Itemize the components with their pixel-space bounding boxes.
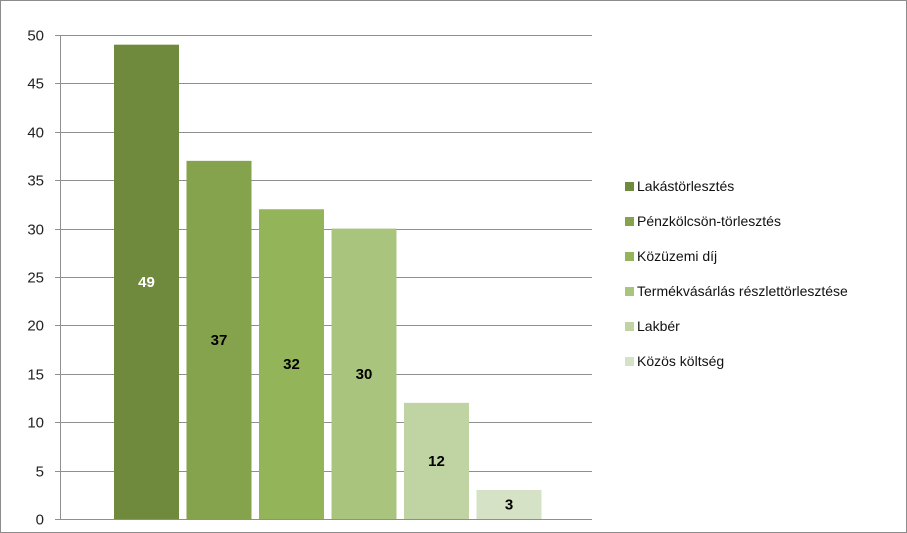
legend-label: Közös költség — [637, 353, 724, 369]
legend-label: Lakbér — [637, 318, 680, 334]
legend: Lakástörlesztés Pénzkölcsön-törlesztés Köz… — [625, 178, 848, 369]
y-tick-label: 25 — [27, 270, 44, 287]
bar — [404, 402, 469, 519]
legend-swatch — [625, 252, 634, 261]
y-tick-label: 15 — [27, 367, 44, 384]
y-tick-label: 45 — [27, 76, 44, 93]
bar — [476, 489, 542, 519]
data-label: 30 — [356, 366, 373, 383]
y-tick-label: 50 — [27, 28, 44, 45]
y-tick-label: 10 — [27, 415, 44, 432]
legend-swatch — [625, 322, 634, 331]
data-label: 37 — [211, 332, 228, 349]
y-tick-label: 30 — [27, 222, 44, 239]
bar — [259, 209, 324, 520]
y-tick-label: 20 — [27, 318, 44, 335]
y-axis: 0 5 10 15 20 25 30 35 40 45 50 — [27, 28, 61, 529]
data-label: 32 — [283, 356, 300, 373]
legend-label: Pénzkölcsön-törlesztés — [637, 213, 781, 229]
bar — [114, 44, 179, 520]
y-tick-label: 35 — [27, 173, 44, 190]
y-tick-label: 5 — [36, 464, 44, 481]
y-tick-label: 0 — [36, 512, 44, 529]
data-label: 49 — [138, 274, 155, 291]
legend-swatch — [625, 357, 634, 366]
legend-label: Közüzemi díj — [637, 248, 717, 264]
y-tick-label: 40 — [27, 125, 44, 142]
bar — [186, 160, 252, 519]
legend-swatch — [625, 182, 634, 191]
legend-label: Lakástörlesztés — [637, 178, 734, 194]
data-label: 3 — [505, 496, 513, 513]
legend-swatch — [625, 287, 634, 296]
bar — [331, 228, 397, 519]
data-label: 12 — [428, 453, 445, 470]
legend-swatch — [625, 217, 634, 226]
legend-label: Termékvásárlás részlettörlesztése — [637, 283, 848, 299]
data-labels: 49 37 32 30 12 3 — [138, 274, 513, 514]
bars — [114, 44, 542, 520]
